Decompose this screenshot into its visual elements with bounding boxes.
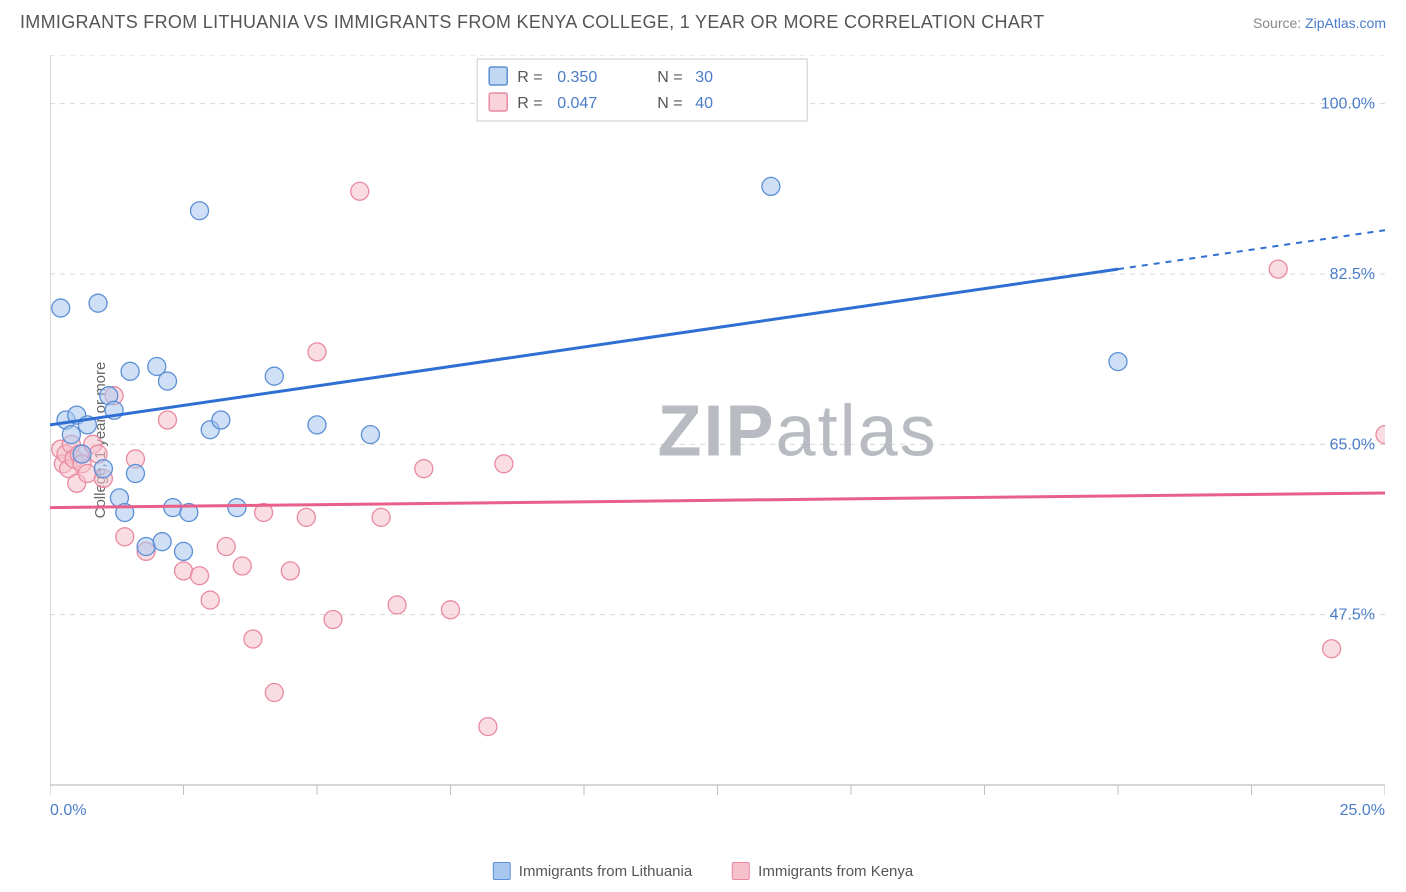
svg-text:65.0%: 65.0%	[1330, 436, 1375, 453]
legend-item-kenya: Immigrants from Kenya	[732, 862, 913, 880]
bottom-legend: Immigrants from Lithuania Immigrants fro…	[493, 862, 913, 880]
svg-text:100.0%: 100.0%	[1321, 96, 1375, 113]
chart-source: Source: ZipAtlas.com	[1253, 15, 1386, 31]
legend-swatch-icon	[732, 862, 750, 880]
svg-text:R =: R =	[517, 95, 542, 112]
svg-text:47.5%: 47.5%	[1330, 607, 1375, 624]
chart-header: IMMIGRANTS FROM LITHUANIA VS IMMIGRANTS …	[0, 0, 1406, 41]
svg-text:0.0%: 0.0%	[50, 802, 86, 819]
svg-text:30: 30	[695, 69, 713, 86]
source-link[interactable]: ZipAtlas.com	[1305, 15, 1386, 31]
svg-text:N =: N =	[657, 69, 682, 86]
legend-swatch-icon	[493, 862, 511, 880]
svg-text:N =: N =	[657, 95, 682, 112]
svg-text:ZIPatlas: ZIPatlas	[658, 391, 938, 471]
chart-title: IMMIGRANTS FROM LITHUANIA VS IMMIGRANTS …	[20, 12, 1044, 33]
legend-item-lithuania: Immigrants from Lithuania	[493, 862, 692, 880]
svg-text:0.047: 0.047	[557, 95, 597, 112]
svg-text:40: 40	[695, 95, 713, 112]
svg-text:R =: R =	[517, 69, 542, 86]
svg-text:25.0%: 25.0%	[1340, 802, 1385, 819]
svg-text:0.350: 0.350	[557, 69, 597, 86]
svg-text:82.5%: 82.5%	[1330, 266, 1375, 283]
scatter-plot: 47.5% 65.0% 82.5% 100.0% 0.0% 25.0% ZIPatlas R …	[50, 55, 1385, 825]
chart-area: College, 1 year or more 47.5%65.0%82.5%1…	[50, 55, 1385, 825]
